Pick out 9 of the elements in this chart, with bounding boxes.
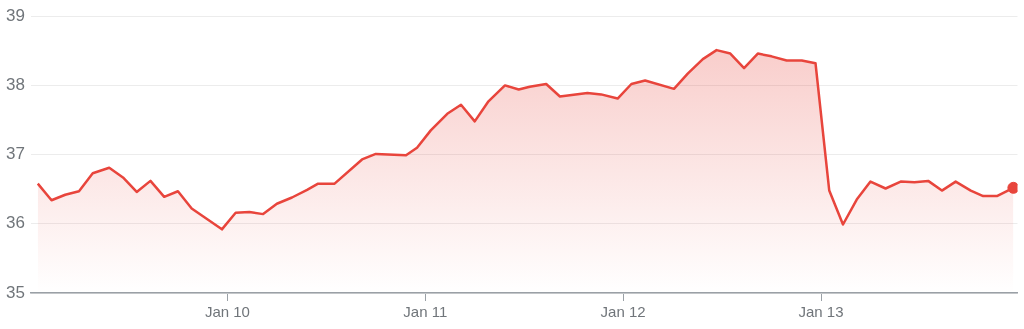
x-tick-label: Jan 10 [204, 303, 250, 321]
y-tick-label: 39 [5, 5, 25, 25]
y-tick-label: 37 [5, 144, 25, 164]
x-tick-label: Jan 12 [600, 303, 646, 321]
x-tick-label: Jan 11 [403, 303, 448, 321]
y-tick-label: 35 [5, 282, 25, 302]
y-tick-label: 36 [5, 213, 25, 233]
y-tick-label: 38 [5, 75, 25, 95]
x-tick-label: Jan 13 [798, 303, 844, 321]
